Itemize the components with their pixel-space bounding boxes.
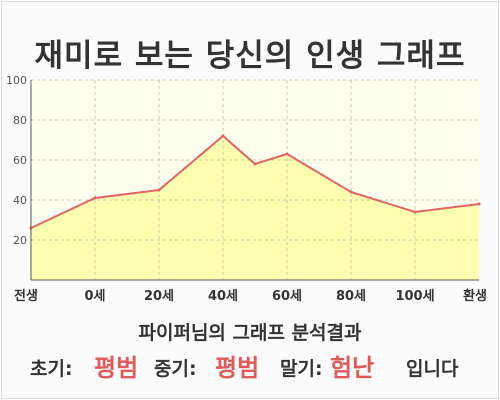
x-category-label: 환생 (463, 288, 487, 304)
y-tick-label: 20 (13, 234, 27, 247)
y-tick-label: 40 (13, 194, 27, 207)
data-point (349, 190, 353, 194)
data-point (253, 162, 257, 166)
early-label: 초기: (30, 358, 73, 380)
x-category-label: 20세 (144, 289, 174, 304)
data-point (477, 202, 481, 206)
mid-value: 평범 (215, 354, 260, 382)
mid-label: 중기: (154, 358, 197, 380)
x-category-label: 60세 (272, 289, 302, 304)
analysis-result-row: 초기: 평범 중기: 평범 말기: 험난 입니다 (0, 346, 500, 382)
y-tick-label: 100 (6, 74, 27, 87)
chart-title: 재미로 보는 당신의 인생 그래프 (34, 38, 466, 74)
y-tick-label: 60 (13, 154, 27, 167)
y-tick-label: 80 (13, 114, 27, 127)
x-category-label: 0세 (84, 289, 105, 304)
data-point (157, 188, 161, 192)
x-category-label: 100세 (395, 289, 434, 304)
area-fill (31, 136, 479, 280)
ending-text: 입니다 (406, 358, 459, 380)
data-point (93, 196, 97, 200)
early-value: 평범 (94, 354, 139, 382)
x-category-label: 40세 (208, 289, 238, 304)
late-label: 말기: (280, 358, 323, 380)
x-category-label: 80세 (336, 289, 366, 304)
data-point (221, 134, 225, 138)
data-point (285, 152, 289, 156)
data-point (413, 210, 417, 214)
analysis-heading: 파이퍼님의 그래프 분석결과 (138, 322, 362, 344)
late-value: 험난 (330, 354, 375, 382)
x-category-label: 전생 (14, 288, 38, 304)
